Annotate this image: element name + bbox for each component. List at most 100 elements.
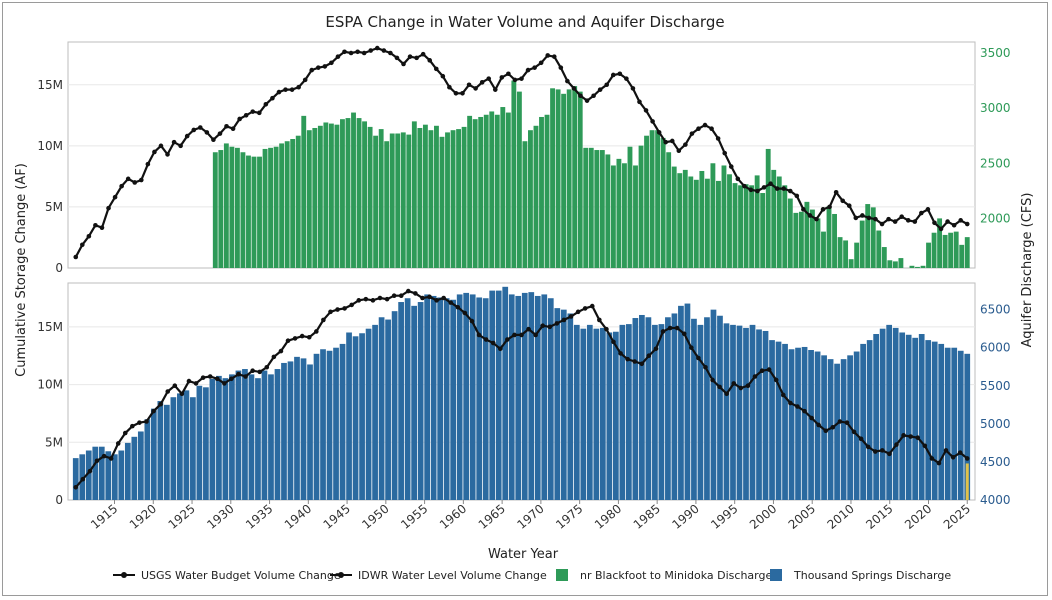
series-point	[908, 434, 913, 439]
series-point	[289, 87, 295, 92]
series-point	[172, 383, 178, 389]
series-point	[490, 340, 496, 346]
bar	[359, 333, 365, 500]
bar	[539, 116, 544, 268]
series-point	[892, 219, 898, 224]
bar	[649, 130, 655, 268]
series-point	[106, 205, 111, 211]
bar	[463, 292, 470, 500]
series-point	[108, 456, 114, 461]
y-right-tick-label: 5500	[980, 379, 1011, 393]
bar	[599, 327, 606, 500]
bar	[834, 363, 840, 500]
bar	[655, 130, 661, 268]
series-point	[938, 226, 944, 232]
series-point	[624, 76, 629, 81]
y-left-tick-label: 5M	[45, 435, 63, 449]
series-point	[361, 50, 367, 56]
bar	[684, 303, 691, 500]
series-point	[407, 54, 413, 59]
y-right-tick-label: 2000	[980, 211, 1011, 225]
bar	[346, 332, 352, 500]
series-point	[270, 95, 275, 101]
y-left-tick-label: 0	[55, 261, 63, 275]
series-point	[191, 127, 197, 133]
bar	[639, 314, 645, 500]
series-point	[604, 82, 610, 88]
bar	[652, 324, 658, 500]
series-point	[414, 55, 419, 61]
x-tick-label: 2005	[786, 502, 818, 532]
bar	[170, 397, 177, 500]
bar	[190, 397, 196, 500]
bar	[85, 450, 92, 500]
legend-bar-swatch	[556, 569, 568, 581]
bar	[443, 298, 450, 500]
x-tick-label: 1960	[437, 502, 469, 532]
series-point	[427, 58, 433, 63]
bar	[853, 351, 860, 500]
series-point	[87, 468, 93, 474]
bar	[203, 387, 209, 500]
bar	[951, 347, 958, 500]
series-point	[823, 428, 829, 434]
series-point	[342, 49, 347, 55]
series-point	[571, 86, 577, 91]
bar	[312, 127, 318, 269]
bar	[760, 193, 766, 268]
bar	[222, 378, 229, 500]
series-point	[814, 216, 819, 222]
bar	[478, 116, 484, 268]
bar	[937, 218, 943, 268]
bar	[660, 137, 666, 268]
bar	[782, 185, 788, 268]
bar	[561, 93, 567, 268]
series-point	[660, 329, 666, 334]
bar	[765, 148, 771, 268]
series-point	[377, 295, 383, 301]
series-point	[302, 77, 308, 83]
bar	[671, 166, 677, 268]
series-point	[184, 133, 190, 139]
bar	[918, 334, 925, 500]
bar	[528, 292, 535, 500]
series-point	[413, 291, 418, 296]
series-point	[278, 348, 284, 354]
series-point	[710, 377, 715, 383]
series-point	[674, 325, 680, 331]
series-point	[285, 338, 291, 344]
series-point	[554, 321, 560, 326]
bar	[131, 436, 138, 500]
bar	[881, 247, 887, 268]
bar	[439, 136, 445, 268]
series-point	[837, 419, 843, 424]
series-point	[381, 48, 387, 53]
series-point	[951, 222, 957, 228]
bar	[494, 114, 500, 268]
series-point	[689, 131, 695, 136]
bar	[843, 240, 849, 268]
series-point	[840, 198, 846, 204]
bar	[573, 324, 580, 500]
bar	[704, 178, 710, 268]
bar	[367, 126, 373, 268]
series-point	[447, 84, 452, 90]
series-point	[122, 430, 128, 436]
bar	[306, 130, 312, 268]
legend: USGS Water Budget Volume Change IDWR Wate…	[113, 569, 951, 582]
series-point	[448, 300, 454, 305]
series-point	[865, 444, 871, 450]
x-tick-label: 1990	[669, 502, 701, 532]
series-point	[165, 389, 171, 394]
bar	[400, 132, 406, 268]
series-point	[653, 346, 659, 352]
legend-marker	[121, 572, 127, 578]
bar	[72, 458, 79, 500]
series-point	[827, 204, 832, 210]
series-point	[321, 317, 326, 323]
bar	[782, 343, 788, 500]
x-axis-label: Water Year	[488, 547, 559, 562]
series-point	[130, 423, 135, 429]
series-point	[696, 126, 701, 132]
x-tick-label: 1950	[359, 502, 391, 532]
